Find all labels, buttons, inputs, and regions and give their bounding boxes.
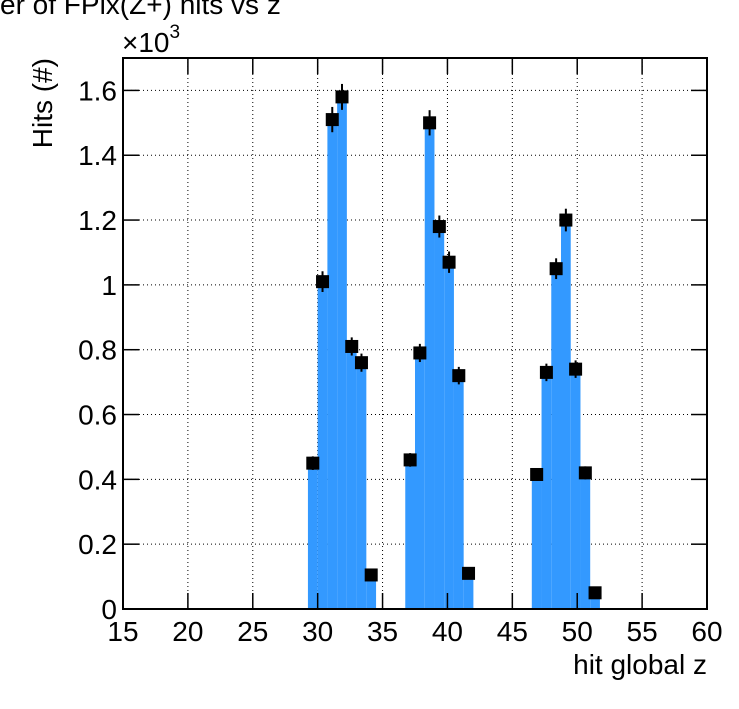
marker <box>559 213 573 227</box>
x-tick-label: 45 <box>497 616 528 647</box>
marker <box>413 346 427 360</box>
frame <box>122 57 708 610</box>
marker <box>403 453 417 467</box>
x-tick-label: 30 <box>302 616 333 647</box>
marker <box>306 456 320 470</box>
bar <box>327 119 338 610</box>
marker <box>530 467 544 481</box>
chart-title: er of FPix(Z+) hits vs z <box>0 0 281 20</box>
y-tick-label: 0.2 <box>78 529 117 560</box>
bar <box>434 226 445 609</box>
bar <box>570 369 581 609</box>
x-tick-label: 20 <box>172 616 203 647</box>
bar <box>561 220 571 609</box>
y-tick-label: 0.4 <box>78 464 117 495</box>
y-tick-label: 1.6 <box>78 75 117 106</box>
x-tick-label: 25 <box>237 616 268 647</box>
bar <box>590 592 600 609</box>
x-tick-label: 35 <box>367 616 398 647</box>
bar <box>551 268 561 609</box>
y-axis-label: Hits (#) <box>27 58 58 148</box>
x-tick-label: 50 <box>562 616 593 647</box>
marker <box>316 275 330 289</box>
bar <box>356 362 367 609</box>
x-tick-label: 60 <box>691 616 722 647</box>
bar <box>346 346 357 609</box>
y-multiplier-base: ×10 <box>122 27 170 58</box>
marker <box>569 362 583 376</box>
x-axis-label: hit global z <box>573 649 707 680</box>
bar <box>541 372 552 609</box>
bar <box>337 96 347 610</box>
bar <box>444 262 454 609</box>
x-tick-label: 40 <box>432 616 463 647</box>
marker <box>354 356 368 370</box>
y-tick-label: 0.6 <box>78 400 117 431</box>
y-tick-label: 0 <box>101 594 117 625</box>
bar <box>415 352 425 609</box>
bar <box>580 472 591 609</box>
marker <box>549 262 563 276</box>
bar <box>307 463 318 609</box>
y-tick-label: 1.2 <box>78 205 117 236</box>
marker <box>578 466 592 480</box>
bar <box>424 122 435 609</box>
y-tick-label: 1 <box>101 270 117 301</box>
y-multiplier-exp: 3 <box>170 22 181 43</box>
bar <box>463 573 474 609</box>
bar <box>405 459 415 609</box>
marker <box>588 586 602 600</box>
bar <box>366 574 377 609</box>
y-tick-label: 0.8 <box>78 335 117 366</box>
bar <box>531 474 542 609</box>
marker <box>325 113 339 127</box>
marker <box>539 365 553 379</box>
marker <box>432 220 446 234</box>
marker <box>423 116 437 130</box>
x-tick-label: 15 <box>107 616 138 647</box>
y-tick-label: 1.4 <box>78 140 117 171</box>
y-multiplier: ×103 <box>122 22 180 58</box>
marker <box>442 255 456 269</box>
x-tick-label: 55 <box>627 616 658 647</box>
marker <box>335 90 349 104</box>
marker <box>364 568 378 582</box>
marker <box>452 369 466 383</box>
marker <box>462 566 476 580</box>
marker <box>345 339 359 353</box>
bar <box>453 375 464 609</box>
bar <box>317 281 328 609</box>
